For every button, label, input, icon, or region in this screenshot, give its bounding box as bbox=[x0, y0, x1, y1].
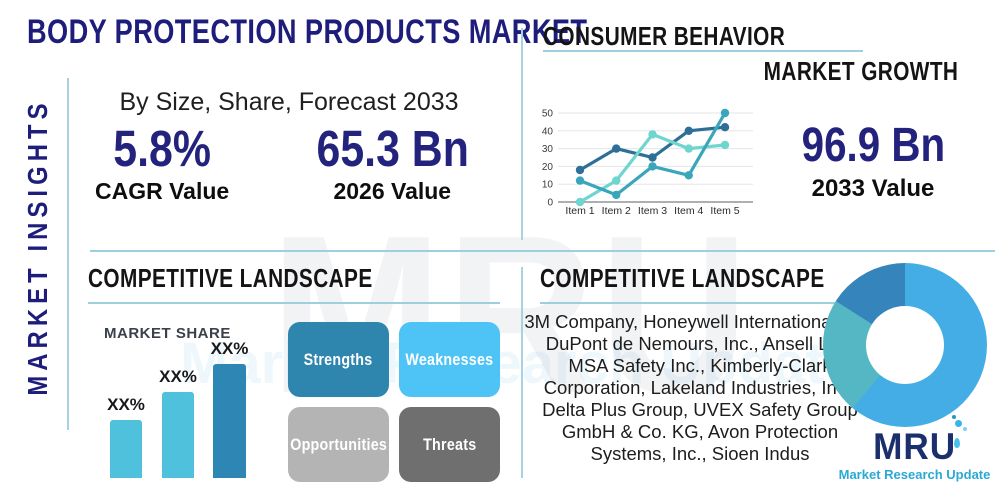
svg-text:Item 4: Item 4 bbox=[674, 205, 703, 217]
page-title: BODY PROTECTION PRODUCTS MARKET bbox=[27, 13, 728, 52]
logo-splash-icon bbox=[952, 415, 957, 419]
cagr-stat: 5.8% CAGR Value bbox=[95, 120, 229, 205]
bar-value-label: XX% bbox=[159, 367, 197, 386]
right-top-vertical-divider bbox=[521, 28, 523, 240]
left-vertical-divider bbox=[67, 78, 69, 430]
swot-box-opportunities: Opportunities bbox=[288, 407, 389, 482]
svg-text:Item 1: Item 1 bbox=[565, 205, 594, 217]
competitive-landscape-left-underline bbox=[88, 302, 500, 304]
company-list: 3M Company, Honeywell International Inc.… bbox=[524, 311, 876, 464]
watermark-text: MRU bbox=[270, 188, 753, 440]
market-share-bar bbox=[213, 364, 246, 478]
svg-text:20: 20 bbox=[542, 162, 554, 173]
donut-hole bbox=[866, 306, 944, 384]
svg-text:30: 30 bbox=[542, 144, 554, 155]
logo-splash-icon bbox=[954, 438, 961, 448]
swot-grid: Strengths Weaknesses Opportunities Threa… bbox=[288, 322, 500, 490]
competitive-landscape-right-title: COMPETITIVE LANDSCAPE bbox=[540, 263, 825, 293]
right-bottom-vertical-divider bbox=[521, 267, 523, 478]
swot-box-strengths: Strengths bbox=[288, 322, 389, 397]
donut-chart bbox=[823, 263, 987, 427]
stats-row: 5.8% CAGR Value 65.3 Bn 2026 Value bbox=[95, 120, 483, 205]
competitive-landscape-right-underline bbox=[540, 302, 870, 304]
forecast-value: 96.9 Bn bbox=[801, 119, 945, 172]
forecast-stat: 96.9 Bn 2033 Value bbox=[780, 118, 966, 203]
svg-text:50: 50 bbox=[542, 109, 554, 120]
logo-splash-icon bbox=[963, 427, 968, 431]
svg-text:Item 2: Item 2 bbox=[602, 205, 631, 217]
svg-text:0: 0 bbox=[547, 198, 553, 209]
line-chart: 0 10 20 30 40 50 Item 1 Item 2 Item 3 Item 4 Item … bbox=[542, 109, 753, 217]
base-year-value: 65.3 Bn bbox=[316, 120, 469, 177]
logo-splash-icon bbox=[955, 420, 963, 427]
base-year-label: 2026 Value bbox=[333, 178, 452, 205]
vertical-market-insights-label: MARKET INSIGHTS bbox=[22, 98, 53, 396]
svg-text:40: 40 bbox=[542, 126, 554, 137]
forecast-label: 2033 Value bbox=[811, 175, 935, 203]
market-share-bar bbox=[110, 420, 142, 478]
page-title-text: BODY PROTECTION PRODUCTS MARKET bbox=[27, 13, 588, 51]
market-share-bar bbox=[162, 392, 194, 478]
bar-value-label: XX% bbox=[210, 339, 249, 358]
market-share-label: MARKET SHARE bbox=[104, 325, 231, 342]
bar-value-label: XX% bbox=[107, 395, 145, 414]
consumer-behavior-title: CONSUMER BEHAVIOR bbox=[543, 21, 786, 51]
forecast-subtitle: By Size, Share, Forecast 2033 bbox=[119, 88, 459, 116]
cagr-value: 5.8% bbox=[113, 120, 211, 177]
svg-text:Item 5: Item 5 bbox=[710, 205, 739, 217]
svg-text:Item 3: Item 3 bbox=[638, 205, 667, 217]
competitive-landscape-left-title: COMPETITIVE LANDSCAPE bbox=[88, 263, 373, 293]
horizontal-divider bbox=[90, 250, 995, 252]
svg-text:10: 10 bbox=[542, 180, 554, 191]
swot-box-threats: Threats bbox=[399, 407, 500, 482]
swot-box-weaknesses: Weaknesses bbox=[399, 322, 500, 397]
consumer-behavior-underline bbox=[543, 50, 863, 52]
base-year-stat: 65.3 Bn 2026 Value bbox=[302, 120, 483, 205]
logo-text: MRU bbox=[873, 426, 956, 467]
cagr-label: CAGR Value bbox=[95, 178, 230, 205]
brand-logo: MRU Market Research Update bbox=[832, 415, 997, 482]
logo-tagline: Market Research Update bbox=[838, 467, 991, 482]
market-growth-title: MARKET GROWTH bbox=[763, 56, 958, 86]
